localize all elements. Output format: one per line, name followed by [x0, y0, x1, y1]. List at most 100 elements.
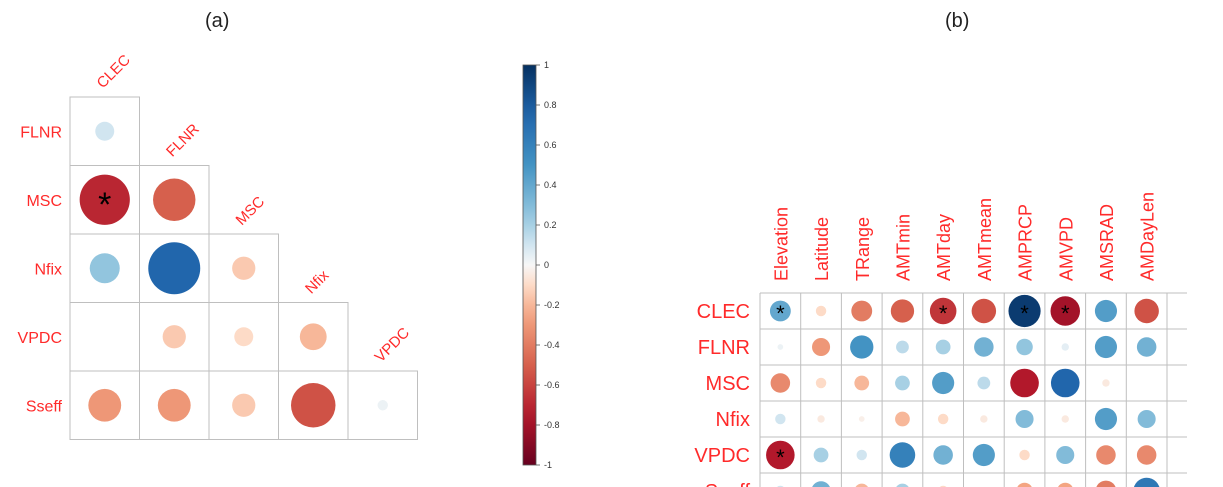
circle-b-Sseff-AMVPD	[1058, 482, 1073, 487]
circle-b-Nfix-AMDayLen	[1137, 409, 1156, 429]
col-label-b-Latitude: Latitude	[812, 217, 832, 281]
circle-b-Nfix-Elevation	[775, 413, 786, 425]
circle-b-FLNR-Latitude	[812, 337, 831, 357]
colorbar-tick-label: -0.4	[544, 340, 560, 350]
circle-b-CLEC-Elevation	[769, 300, 791, 322]
circle-b-VPDC-AMVPD	[1056, 445, 1075, 465]
col-label-a-CLEC: CLEC	[94, 51, 134, 91]
circle-b-CLEC-TRange	[851, 300, 873, 322]
circle-b-VPDC-AMSRAD	[1096, 445, 1116, 465]
sig-marker-b-CLEC-AMPRCP: *	[1020, 301, 1029, 326]
panel-label-b: (b)	[945, 10, 970, 32]
circle-b-MSC-AMTmin	[895, 375, 910, 391]
circle-b-Nfix-AMSRAD	[1094, 407, 1118, 431]
colorbar-tick-label: 0.4	[544, 180, 557, 190]
circle-b-Nfix-AMTmin	[895, 411, 910, 427]
circle-b-VPDC-AMDayLen	[1136, 445, 1157, 465]
circle-b-Nfix-AMTmean	[980, 415, 988, 423]
circle-b-CLEC-AMDayLen	[1134, 298, 1159, 324]
col-label-b-AMDayLen: AMDayLen	[1138, 192, 1158, 281]
circle-b-FLNR-AMPRCP	[1016, 338, 1033, 356]
circle-b-VPDC-AMPRCP	[1019, 449, 1030, 461]
circle-b-MSC-TRange	[854, 375, 870, 391]
row-label-a-FLNR: FLNR	[20, 124, 62, 141]
circle-b-MSC-AMPRCP	[1010, 368, 1039, 398]
colorbar-tick-label: 0.2	[544, 220, 557, 230]
circle-b-Nfix-AMVPD	[1061, 415, 1069, 423]
chart-a-correlation-triangle: FLNR MSC Nfix VPDC Sseff CLEC FLNR MSC Nfix VPDC *	[18, 51, 418, 440]
circle-b-MSC-AMSRAD	[1102, 379, 1110, 387]
circle-a-Nfix-CLEC	[89, 253, 120, 284]
sig-marker-b-VPDC-Elevation: *	[776, 445, 785, 470]
circle-b-MSC-Latitude	[815, 377, 827, 389]
colorbar-tick-label: 1	[544, 60, 549, 70]
circle-a-Sseff-FLNR	[157, 388, 191, 422]
sig-marker-b-CLEC-AMVPD: *	[1061, 301, 1070, 326]
circle-b-CLEC-AMTday	[929, 297, 957, 325]
circle-b-VPDC-AMTmin	[889, 442, 916, 468]
row-label-b-Sseff: Sseff	[705, 481, 751, 487]
row-label-b-MSC: MSC	[706, 373, 750, 395]
circle-b-MSC-AMTday	[932, 371, 955, 395]
row-label-a-Nfix: Nfix	[34, 261, 62, 278]
row-label-a-Sseff: Sseff	[26, 398, 63, 415]
circle-b-CLEC-AMPRCP	[1008, 294, 1041, 328]
circle-b-Nfix-TRange	[858, 416, 865, 422]
row-label-b-FLNR: FLNR	[698, 337, 750, 359]
colorbar-tick-label: -0.6	[544, 380, 560, 390]
circle-b-FLNR-AMTday	[935, 339, 951, 355]
circle-b-FLNR-Elevation	[777, 344, 784, 350]
circle-a-VPDC-Nfix	[299, 323, 327, 351]
circle-b-Sseff-AMPRCP	[1017, 482, 1032, 487]
circle-b-VPDC-Latitude	[813, 447, 829, 463]
circle-b-FLNR-AMSRAD	[1094, 335, 1118, 359]
circle-b-CLEC-Latitude	[815, 305, 827, 317]
circle-b-Sseff-TRange	[855, 483, 868, 487]
colorbar-tick-label: -1	[544, 460, 552, 470]
col-label-b-AMTmean: AMTmean	[975, 198, 995, 281]
col-label-b-AMTday: AMTday	[934, 214, 954, 281]
col-label-b-AMVPD: AMVPD	[1056, 217, 1076, 281]
row-label-b-CLEC: CLEC	[697, 301, 750, 323]
col-label-a-FLNR: FLNR	[163, 120, 203, 160]
row-label-b-Nfix: Nfix	[716, 409, 750, 431]
cell-a-Sseff-VPDC	[347, 370, 418, 440]
panel-label-a: (a)	[205, 10, 230, 32]
circle-a-FLNR-CLEC	[95, 121, 115, 141]
colorbar-tick-label: -0.8	[544, 420, 560, 430]
circle-b-Sseff-AMTmin	[896, 483, 909, 487]
colorbar-tick-label: 0.6	[544, 140, 557, 150]
colorbar-tick-label: 0.8	[544, 100, 557, 110]
circle-b-FLNR-AMDayLen	[1136, 337, 1157, 357]
circle-a-Sseff-MSC	[232, 393, 256, 417]
cell-a-VPDC-CLEC	[69, 302, 140, 372]
circle-b-VPDC-TRange	[856, 449, 867, 461]
colorbar-gradient	[522, 64, 537, 466]
colorbar-tick-label: -0.2	[544, 300, 560, 310]
circle-b-CLEC-AMSRAD	[1094, 299, 1118, 323]
col-label-b-TRange: TRange	[853, 217, 873, 281]
circle-b-MSC-Elevation	[770, 373, 791, 393]
circle-a-Sseff-CLEC	[88, 388, 122, 422]
col-label-b-AMSRAD: AMSRAD	[1097, 204, 1117, 281]
sig-marker-b-CLEC-AMTday: *	[939, 301, 948, 326]
circle-a-Nfix-MSC	[232, 256, 256, 280]
circle-a-Sseff-Nfix	[291, 383, 336, 428]
row-label-b-VPDC: VPDC	[694, 445, 750, 467]
row-label-a-MSC: MSC	[26, 193, 62, 210]
circle-a-MSC-CLEC	[79, 174, 130, 225]
circle-a-VPDC-MSC	[234, 327, 254, 347]
chart-b-correlation-grid: Elevation Latitude TRange AMTmin AMTday AMTme…	[694, 192, 1187, 487]
col-label-a-MSC: MSC	[233, 193, 269, 229]
circle-b-Nfix-AMPRCP	[1015, 409, 1034, 429]
colorbar: 1 0.8 0.6 0.4 0.2 0 -0.2 -0.4 -0.6 -0.8 -1	[522, 60, 560, 470]
col-label-a-Nfix: Nfix	[302, 267, 333, 298]
circle-b-Sseff-AMDayLen	[1133, 477, 1160, 487]
col-label-b-AMTmin: AMTmin	[893, 214, 913, 281]
row-label-a-VPDC: VPDC	[18, 330, 62, 347]
circle-b-Sseff-AMSRAD	[1096, 480, 1116, 487]
circle-b-Sseff-Latitude	[812, 481, 830, 487]
circle-a-MSC-FLNR	[153, 178, 196, 221]
circle-b-VPDC-AMTday	[933, 445, 953, 465]
circle-b-FLNR-TRange	[850, 335, 874, 359]
